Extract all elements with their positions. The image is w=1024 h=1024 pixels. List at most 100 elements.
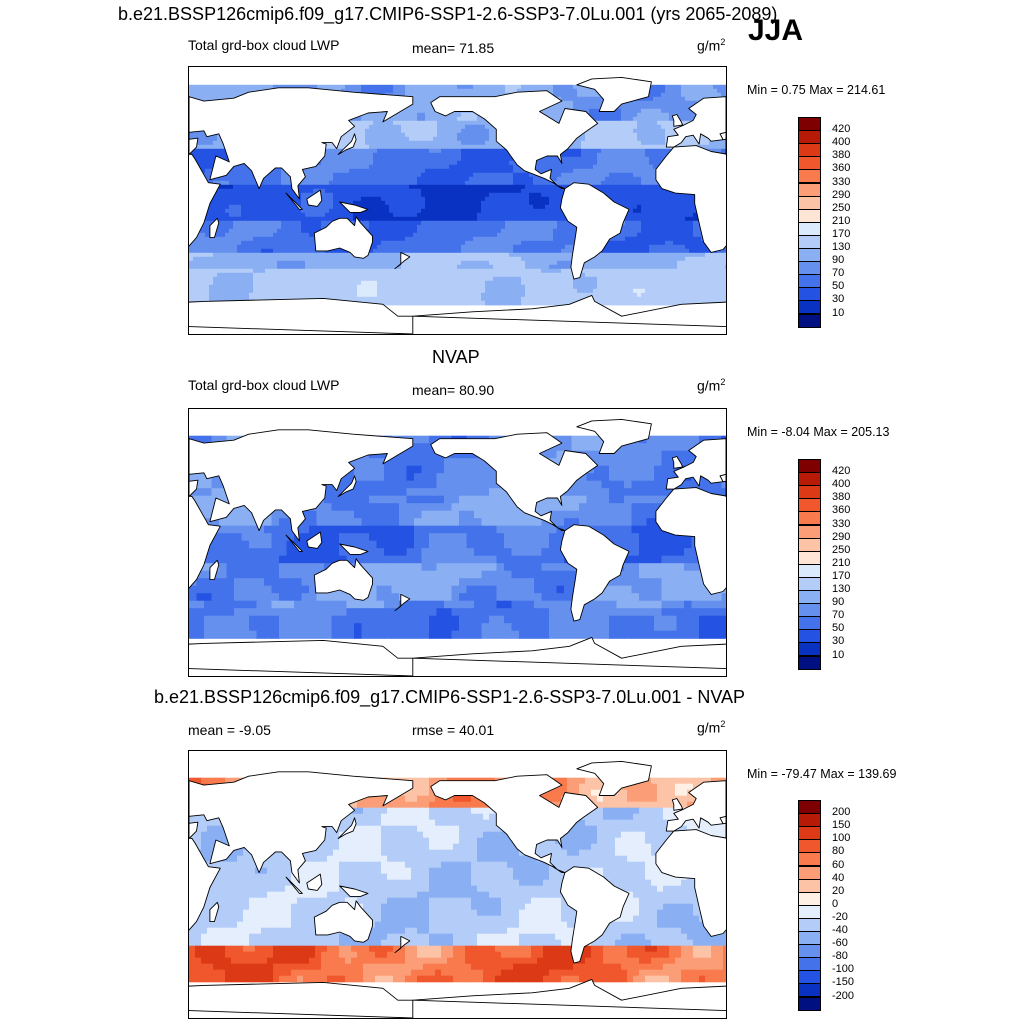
landmass-indonesia1: [285, 192, 303, 210]
colorbar-swatch: [798, 156, 821, 171]
landmass-africa: [655, 829, 726, 937]
landmass-namerica: [430, 90, 599, 190]
colorbar-tick-label: 40: [832, 871, 845, 884]
colorbar-tick-label: 420: [832, 465, 851, 478]
colorbar-swatch: [798, 878, 821, 893]
landmass-namerica: [430, 432, 599, 532]
colorbar-tick-label: 380: [832, 149, 851, 162]
panel-left-label: Total grd-box cloud LWP: [188, 377, 340, 393]
colorbar-tick-label: 150: [832, 819, 851, 832]
colorbar-tick-label: 360: [832, 504, 851, 517]
colorbar-tick-label: 250: [832, 543, 851, 556]
colorbar-tick-label: 210: [832, 214, 851, 227]
landmass-madagascar: [209, 559, 220, 581]
colorbar-swatch: [798, 313, 821, 328]
colorbar-swatch: [798, 891, 821, 906]
landmass-nz: [394, 935, 411, 954]
colorbar-swatch: [798, 603, 821, 618]
colorbar-obs: 420 400 380 360 330 290 250 210 170 130 90 70 50 30 10: [798, 459, 878, 671]
colorbar-tick-label: 170: [832, 569, 851, 582]
colorbar-swatch: [798, 904, 821, 919]
panel-left-label: Total grd-box cloud LWP: [188, 37, 340, 53]
colorbar-tick-label: 50: [832, 280, 845, 293]
colorbar-swatch: [798, 813, 821, 828]
landmass-indonesia2: [306, 873, 323, 891]
colorbar-swatch: [798, 117, 821, 132]
colorbar-tick-label: -20: [832, 910, 848, 923]
colorbar-swatch: [798, 865, 821, 880]
units-label: g/m2: [697, 37, 726, 54]
landmass-africa: [189, 495, 221, 589]
map-model-field: [189, 76, 726, 334]
colorbar-swatch: [798, 169, 821, 184]
colorbar-tick-label: -150: [832, 976, 855, 989]
panel-center-label: mean= 71.85: [412, 40, 495, 56]
colorbar-swatch: [798, 143, 821, 158]
colorbar-tick-label: 380: [832, 491, 851, 504]
landmass-samerica: [559, 866, 630, 964]
landmass-japan: [337, 133, 357, 155]
landmass-indonesia1: [285, 534, 303, 552]
colorbar-swatch: [798, 221, 821, 236]
colorbar-swatch: [798, 130, 821, 145]
colorbar-diff: 200 150 100 80 60 40 20 0 -20 -40 -60 -80 -100 -150 -2…: [798, 800, 878, 1012]
colorbar-swatch: [798, 563, 821, 578]
colorbar-swatch: [798, 957, 821, 972]
min-max-label: Min = 0.75 Max = 214.61: [747, 83, 886, 97]
colorbar-swatch: [798, 629, 821, 644]
colorbar-swatch: [798, 195, 821, 210]
landmass-japan: [337, 475, 357, 497]
colorbar-tick-label: 400: [832, 478, 851, 491]
colorbar-swatch: [798, 616, 821, 631]
panel-subtitle: NVAP: [432, 347, 480, 367]
colorbar-swatch: [798, 996, 821, 1011]
landmass-namerica: [430, 774, 599, 874]
landmass-antarctica: [412, 978, 726, 1012]
colorbar-swatch: [798, 931, 821, 946]
colorbar-swatch: [798, 550, 821, 565]
colorbar-swatch: [798, 983, 821, 998]
colorbar-tick-label: 290: [832, 188, 851, 201]
landmass-australia: [313, 558, 373, 601]
landmass-antarctica: [189, 981, 414, 1018]
landmass-eurasia: [189, 771, 414, 884]
colorbar-tick-label: 330: [832, 175, 851, 188]
landmass-samerica: [559, 524, 630, 622]
colorbar-swatch: [798, 576, 821, 591]
landmass-madagascar: [209, 217, 220, 239]
landmass-australia: [313, 216, 373, 259]
colorbar-tick-label: 10: [832, 306, 845, 319]
colorbar-swatch: [798, 839, 821, 854]
colorbar-tick-label: -40: [832, 924, 848, 936]
landmass-indonesia2: [306, 531, 323, 549]
map-model: [188, 66, 727, 335]
colorbar-tick-label: 210: [832, 556, 851, 569]
landmass-newguinea: [339, 885, 369, 897]
landmass-japan: [337, 817, 357, 839]
colorbar-swatch: [798, 655, 821, 670]
colorbar-tick-label: 20: [832, 884, 845, 897]
landmass-greenland: [576, 418, 652, 454]
colorbar-swatch: [798, 300, 821, 315]
panel-center-label: mean= 80.90: [412, 382, 495, 398]
colorbar-swatch: [798, 917, 821, 932]
colorbar-tick-label: 400: [832, 136, 851, 149]
colorbar-swatch: [798, 826, 821, 841]
colorbar-tick-label: -200: [832, 989, 855, 1002]
colorbar-tick-label: 70: [832, 609, 845, 622]
colorbar-tick-label: 90: [832, 596, 845, 609]
colorbar-tick-label: 420: [832, 123, 851, 136]
min-max-label: Min = -8.04 Max = 205.13: [747, 425, 890, 439]
colorbar-swatch: [798, 234, 821, 249]
colorbar-tick-label: -100: [832, 963, 855, 976]
colorbar-swatch: [798, 944, 821, 959]
colorbar-tick-label: 130: [832, 583, 851, 595]
panel-left-label: mean = -9.05: [188, 722, 271, 738]
landmass-nz: [394, 251, 411, 270]
landmass-uk: [671, 456, 684, 469]
colorbar-swatch: [798, 208, 821, 223]
colorbar-tick-label: 10: [832, 648, 845, 661]
landmass-uk: [671, 114, 684, 127]
colorbar-swatch: [798, 852, 821, 867]
landmass-madagascar: [209, 901, 220, 923]
